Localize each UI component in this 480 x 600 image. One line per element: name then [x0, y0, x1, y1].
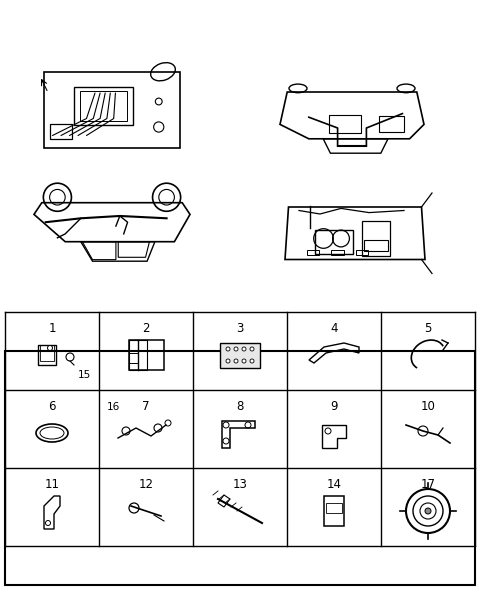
Circle shape: [250, 359, 254, 363]
Circle shape: [226, 347, 230, 351]
Text: 16: 16: [107, 402, 120, 412]
Bar: [331, 250, 344, 256]
Bar: [5, 351, 475, 585]
Text: 15: 15: [78, 370, 91, 380]
Bar: [364, 240, 388, 251]
Text: 3: 3: [236, 322, 244, 335]
Text: 4: 4: [330, 322, 338, 335]
Bar: [38, 345, 56, 365]
Text: 7: 7: [142, 400, 150, 413]
Text: 10: 10: [420, 400, 435, 413]
Circle shape: [250, 347, 254, 351]
Text: 6: 6: [48, 400, 56, 413]
Bar: [129, 340, 164, 370]
Text: 9: 9: [330, 400, 338, 413]
Circle shape: [234, 347, 238, 351]
Bar: [129, 340, 147, 370]
Bar: [362, 221, 390, 256]
Text: 12: 12: [139, 478, 154, 491]
Circle shape: [242, 347, 246, 351]
Bar: [326, 503, 342, 513]
Bar: [220, 343, 260, 367]
Text: 8: 8: [236, 400, 244, 413]
Text: 5: 5: [424, 322, 432, 335]
Bar: [315, 230, 353, 254]
Bar: [80, 91, 127, 121]
Bar: [50, 124, 72, 139]
Bar: [74, 86, 133, 125]
Text: 14: 14: [326, 478, 341, 491]
Bar: [307, 250, 319, 256]
Circle shape: [226, 359, 230, 363]
Text: 11: 11: [45, 478, 60, 491]
Text: 1: 1: [48, 322, 56, 335]
Bar: [356, 250, 368, 256]
Bar: [379, 116, 404, 133]
Text: 13: 13: [233, 478, 247, 491]
Bar: [324, 496, 344, 526]
Circle shape: [425, 508, 431, 514]
Text: 2: 2: [142, 322, 150, 335]
Bar: [44, 72, 180, 148]
Bar: [329, 115, 361, 133]
Bar: [40, 345, 54, 361]
Circle shape: [234, 359, 238, 363]
Circle shape: [48, 346, 52, 350]
Text: 17: 17: [420, 478, 435, 491]
Circle shape: [242, 359, 246, 363]
